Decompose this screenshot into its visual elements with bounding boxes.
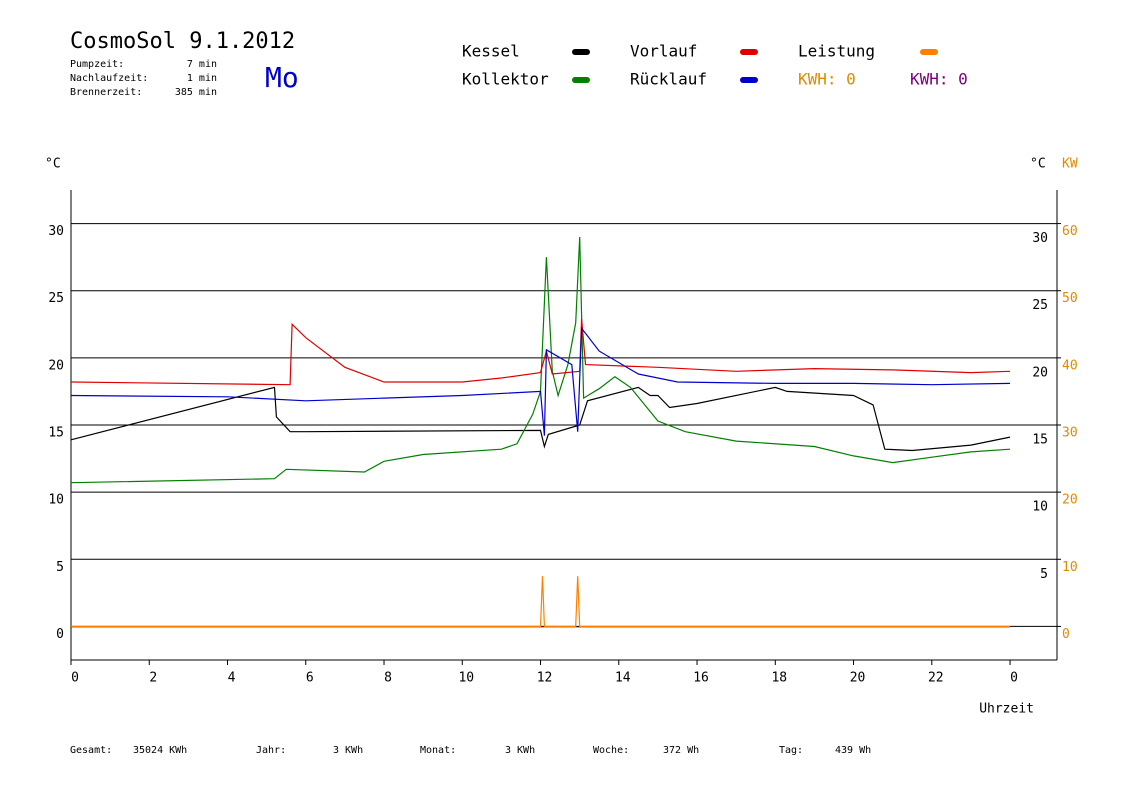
x-tick-label: 2 [149,671,157,686]
legend-marker [920,49,938,55]
y-right-tick-label: 15 [1032,433,1048,448]
legend-label: Vorlauf [630,42,697,61]
y-tick-label: 10 [48,493,64,508]
series-line [70,386,1011,452]
series-line [71,576,1010,628]
info-label: Brennerzeit: [70,87,142,98]
y-right-tick-label: 30 [1032,231,1048,246]
y-tick-label: 30 [48,224,64,239]
y-tick-label: 20 [48,358,64,373]
x-tick-label: 12 [537,671,553,686]
total-label: Jahr: [256,745,286,756]
total-label: Monat: [420,745,456,756]
y2-tick-label: 30 [1062,426,1078,441]
y2-unit: KW [1062,157,1078,172]
x-tick-label: 8 [384,671,392,686]
y-right-tick-label: 25 [1032,298,1048,313]
x-tick-label: 10 [458,671,474,686]
y2-tick-label: 20 [1062,493,1078,508]
x-tick-label: 18 [771,671,787,686]
chart-title: CosmoSol 9.1.2012 [70,29,295,54]
y2-tick-label: 50 [1062,291,1078,306]
info-label: Nachlaufzeit: [70,73,148,84]
y-unit-right: °C [1030,157,1046,172]
y-tick-label: 5 [56,560,64,575]
x-tick-label: 22 [928,671,944,686]
x-tick-label: 16 [693,671,709,686]
legend-label: Leistung [798,42,875,61]
series-line [70,236,1011,484]
total-label: Tag: [779,745,803,756]
legend-label: Rücklauf [630,70,707,89]
total-value: 372 Wh [663,745,699,756]
x-tick-label: 4 [228,671,236,686]
y2-tick-label: 40 [1062,358,1078,373]
legend-marker [572,77,590,83]
x-tick-label: 20 [850,671,866,686]
y2-tick-label: 60 [1062,224,1078,239]
y-tick-label: 15 [48,426,64,441]
total-value: 35024 KWh [133,745,187,756]
info-value: 7 min [187,59,217,70]
series-line [70,326,1011,436]
info-value: 385 min [175,87,217,98]
legend-marker [572,49,590,55]
x-tick-label: 0 [1010,671,1018,686]
legend-label: Kollektor [462,70,549,89]
weekday: Mo [265,61,299,94]
total-label: Gesamt: [70,745,112,756]
info-label: Pumpzeit: [70,59,124,70]
y-tick-label: 25 [48,291,64,306]
kwh-label: KWH: 0 [798,70,856,89]
series-line [70,318,1011,386]
y2-tick-label: 0 [1062,627,1070,642]
total-value: 3 KWh [505,745,535,756]
y-tick-label: 0 [56,627,64,642]
y2-tick-label: 10 [1062,560,1078,575]
y-unit: °C [45,157,61,172]
x-axis-label: Uhrzeit [979,702,1034,717]
legend-marker [740,49,758,55]
total-label: Woche: [593,745,629,756]
info-value: 1 min [187,73,217,84]
kwh-label: KWH: 0 [910,70,968,89]
legend-label: Kessel [462,42,520,61]
x-tick-label: 14 [615,671,631,686]
y-right-tick-label: 20 [1032,365,1048,380]
y-right-tick-label: 10 [1032,500,1048,515]
x-tick-label: 6 [306,671,314,686]
legend-marker [740,77,758,83]
x-tick-label: 0 [71,671,79,686]
y-right-tick-label: 5 [1040,567,1048,582]
total-value: 439 Wh [835,745,871,756]
total-value: 3 KWh [333,745,363,756]
